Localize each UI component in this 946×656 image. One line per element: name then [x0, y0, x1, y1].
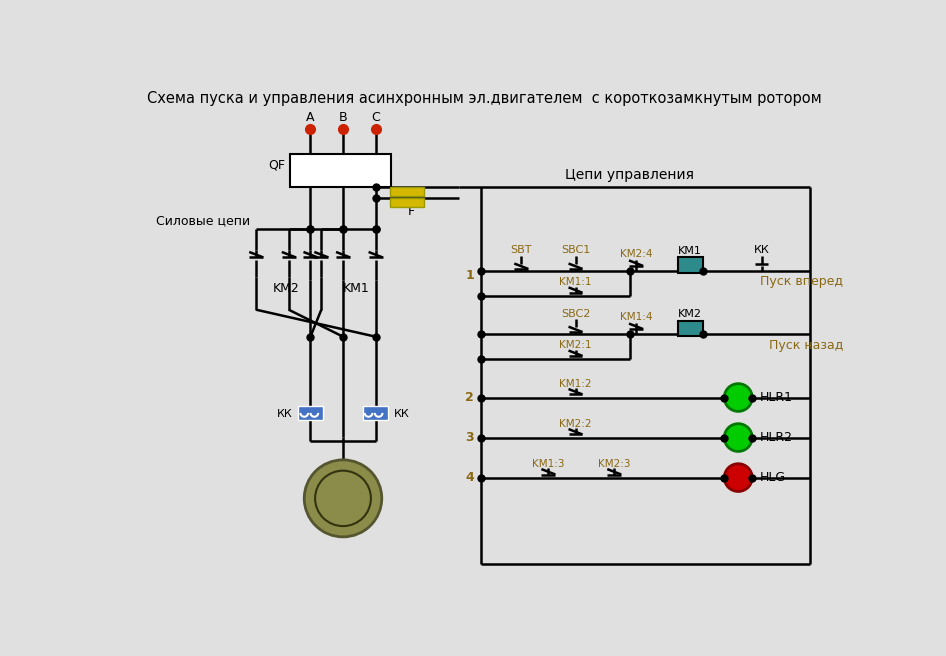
FancyBboxPatch shape — [390, 198, 425, 207]
Text: 4: 4 — [465, 471, 474, 484]
Circle shape — [305, 460, 382, 537]
FancyBboxPatch shape — [677, 321, 703, 336]
Text: КК: КК — [394, 409, 409, 419]
Text: HLR2: HLR2 — [760, 431, 793, 444]
Text: 2: 2 — [465, 391, 474, 404]
Text: HLR1: HLR1 — [760, 391, 793, 404]
Text: KM2:2: KM2:2 — [559, 419, 592, 428]
Text: KM1: KM1 — [678, 246, 702, 256]
Text: QF: QF — [268, 159, 285, 171]
FancyBboxPatch shape — [677, 257, 703, 273]
Circle shape — [725, 464, 752, 491]
Circle shape — [725, 384, 752, 411]
Text: KM1:3: KM1:3 — [532, 459, 565, 469]
Text: SBT: SBT — [511, 245, 532, 255]
Text: F: F — [408, 205, 414, 218]
Text: A: A — [307, 111, 315, 124]
Text: Пуск вперед: Пуск вперед — [760, 276, 843, 289]
Text: KM2: KM2 — [678, 310, 702, 319]
Text: B: B — [339, 111, 347, 124]
FancyBboxPatch shape — [298, 406, 323, 420]
Text: SBC1: SBC1 — [561, 245, 590, 255]
Text: Схема пуска и управления асинхронным эл.двигателем  с короткозамкнутым ротором: Схема пуска и управления асинхронным эл.… — [148, 91, 822, 106]
Text: KM2: KM2 — [273, 283, 300, 295]
Text: Силовые цепи: Силовые цепи — [156, 215, 251, 228]
Circle shape — [725, 424, 752, 451]
Text: KM1:2: KM1:2 — [559, 379, 592, 388]
FancyBboxPatch shape — [390, 186, 425, 195]
FancyBboxPatch shape — [363, 406, 388, 420]
Text: HLG: HLG — [760, 471, 786, 484]
Text: КК: КК — [277, 409, 292, 419]
Text: КК: КК — [754, 245, 769, 255]
Text: KM1:1: KM1:1 — [559, 277, 592, 287]
Text: KM2:1: KM2:1 — [559, 340, 592, 350]
Text: Пуск назад: Пуск назад — [768, 338, 843, 352]
Text: 1: 1 — [465, 270, 474, 282]
Circle shape — [315, 470, 371, 526]
Text: KM1: KM1 — [342, 283, 370, 295]
Text: SBC2: SBC2 — [561, 308, 590, 319]
Text: KM2:4: KM2:4 — [620, 249, 652, 259]
Text: C: C — [371, 111, 380, 124]
FancyBboxPatch shape — [290, 154, 391, 186]
Text: М: М — [333, 488, 354, 508]
Text: Цепи управления: Цепи управления — [566, 168, 694, 182]
Text: KM1:4: KM1:4 — [620, 312, 652, 322]
Text: 3: 3 — [465, 431, 474, 444]
Text: KM2:3: KM2:3 — [598, 459, 630, 469]
